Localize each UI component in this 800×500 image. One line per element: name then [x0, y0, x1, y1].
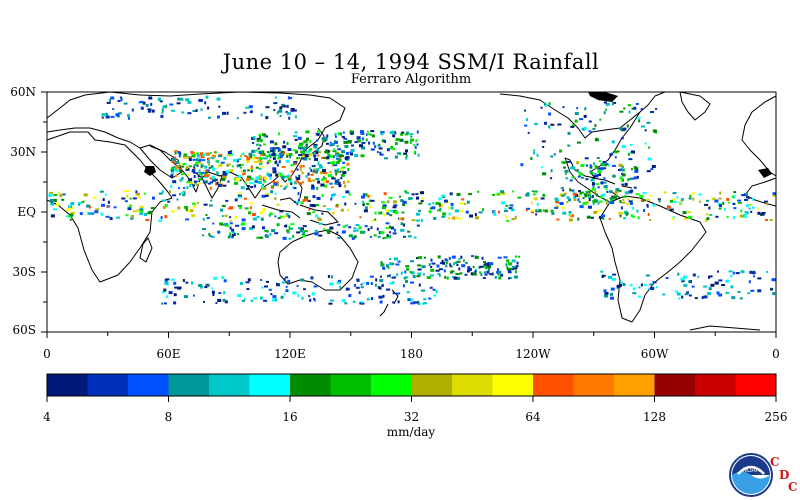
colorbar-swatch — [209, 374, 250, 396]
colorbar-swatch — [168, 374, 210, 396]
map-title: June 10 – 14, 1994 SSM/I Rainfall — [222, 50, 600, 74]
colorbar-swatch — [249, 374, 291, 396]
colorbar-swatch — [47, 374, 88, 396]
logo-letter-c2: C — [788, 480, 798, 494]
colorbar-swatch — [371, 374, 412, 396]
colorbar-label-32: 32 — [403, 410, 420, 424]
hudson-bay-fill — [588, 92, 618, 102]
map-frame — [41, 91, 777, 338]
map-subtitle: Ferraro Algorithm — [350, 72, 472, 87]
colorbar-swatch — [654, 374, 696, 396]
colorbar-swatch — [290, 374, 331, 396]
colorbar-label-256: 256 — [764, 410, 788, 424]
colorbar-swatch — [573, 374, 615, 396]
colorbar-label-4: 4 — [43, 410, 51, 424]
new-zealand-outline — [379, 289, 399, 317]
lon-label-60e: 60E — [156, 347, 181, 361]
australia-outline — [277, 229, 359, 291]
colorbar-swatch — [614, 374, 655, 396]
caspian-fill — [144, 166, 156, 176]
colorbar-label-64: 64 — [525, 410, 541, 424]
europe-east-edge-outline — [741, 95, 777, 177]
lat-label-60n: 60N — [10, 85, 36, 99]
noaa-cdc-logo: NOAA C D C — [728, 452, 798, 498]
antarctica-outline — [689, 325, 761, 331]
colorbar-units: mm/day — [386, 425, 436, 439]
noaa-emblem-text: NOAA — [742, 468, 759, 474]
lat-label-60s: 60S — [12, 323, 37, 337]
colorbar-swatch — [411, 374, 453, 396]
noaa-emblem-icon: NOAA — [729, 453, 773, 497]
africa-outline — [46, 131, 173, 283]
colorbar-ticks — [46, 396, 777, 402]
colorbar-label-128: 128 — [643, 410, 666, 424]
colorbar-swatch — [128, 374, 169, 396]
lat-label-30s: 30S — [12, 265, 37, 279]
colorbar-swatch — [695, 374, 736, 396]
colorbar-swatches — [47, 374, 777, 396]
lon-label-0-right: 0 — [772, 347, 780, 361]
colorbar-swatch — [330, 374, 372, 396]
lon-label-180: 180 — [400, 347, 423, 361]
lon-label-0-left: 0 — [43, 347, 51, 361]
colorbar-swatch — [735, 374, 777, 396]
great-lakes-fill — [758, 168, 772, 178]
colorbar-swatch — [533, 374, 574, 396]
colorbar-swatch — [492, 374, 534, 396]
lon-label-120e: 120E — [274, 347, 306, 361]
madagascar-outline — [139, 237, 153, 263]
lon-ticks — [46, 332, 777, 338]
lat-label-eq: EQ — [17, 205, 36, 219]
eurasia-outline — [46, 91, 346, 199]
greenland-outline — [679, 91, 711, 121]
colorbar-swatch — [452, 374, 493, 396]
logo-letter-d: D — [779, 468, 790, 482]
colorbar-label-16: 16 — [282, 410, 298, 424]
rainfall-cells — [48, 95, 776, 305]
colorbar-label-8: 8 — [164, 410, 173, 424]
logo-letter-c1: C — [770, 455, 780, 469]
lon-label-120w: 120W — [515, 347, 551, 361]
lat-ticks — [41, 91, 47, 333]
colorbar-swatch — [87, 374, 129, 396]
lat-label-30n: 30N — [10, 145, 36, 159]
filled-lakes — [144, 92, 772, 178]
lon-label-60w: 60W — [640, 347, 669, 361]
